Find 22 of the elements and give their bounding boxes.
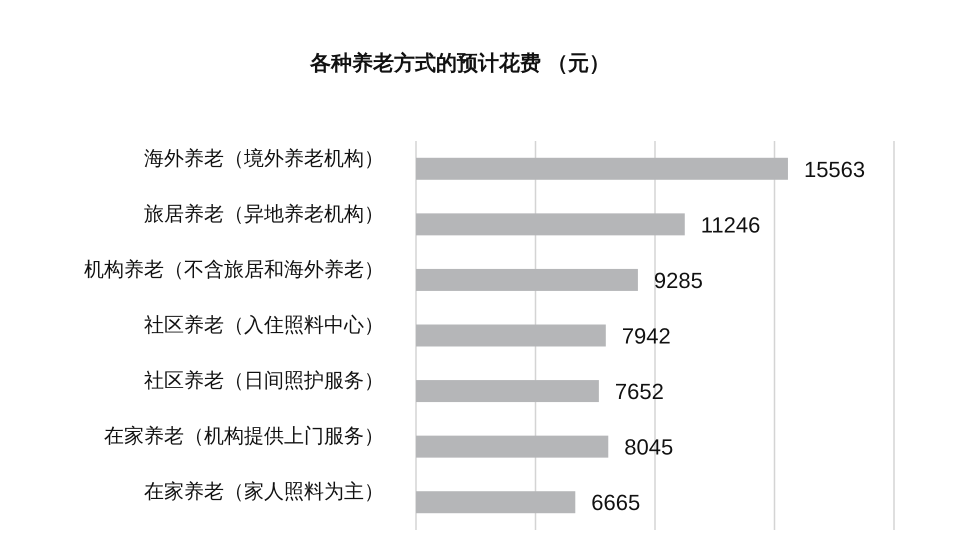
y-tick-label: 旅居养老（异地养老机构）	[144, 203, 384, 226]
y-tick-label: 在家养老（机构提供上门服务）	[104, 426, 384, 448]
bar	[416, 268, 638, 291]
y-tick-label: 海外养老（境外养老机构）	[144, 148, 384, 170]
y-tick-label: 在家养老（家人照料为主）	[144, 480, 384, 504]
y-tick-label: 社区养老（日间照护服务）	[144, 370, 384, 392]
data-label: 6665	[591, 490, 640, 516]
data-label: 15563	[804, 156, 866, 182]
y-tick-label: 社区养老（入住照料中心）	[144, 314, 384, 336]
bar	[416, 213, 685, 236]
y-tick-label: 机构养老（不含旅居和海外养老）	[84, 258, 384, 281]
data-label: 9285	[654, 268, 703, 293]
bar	[416, 491, 576, 514]
data-label: 7652	[614, 379, 664, 404]
bar	[416, 158, 788, 180]
data-label: 11246	[700, 212, 760, 238]
data-label: 7942	[622, 324, 671, 348]
data-label: 8045	[624, 434, 674, 460]
bar	[416, 324, 606, 346]
chart-title: 各种养老方式的预计花费 （元）	[309, 51, 610, 75]
bar	[416, 436, 608, 458]
bar	[416, 380, 599, 402]
